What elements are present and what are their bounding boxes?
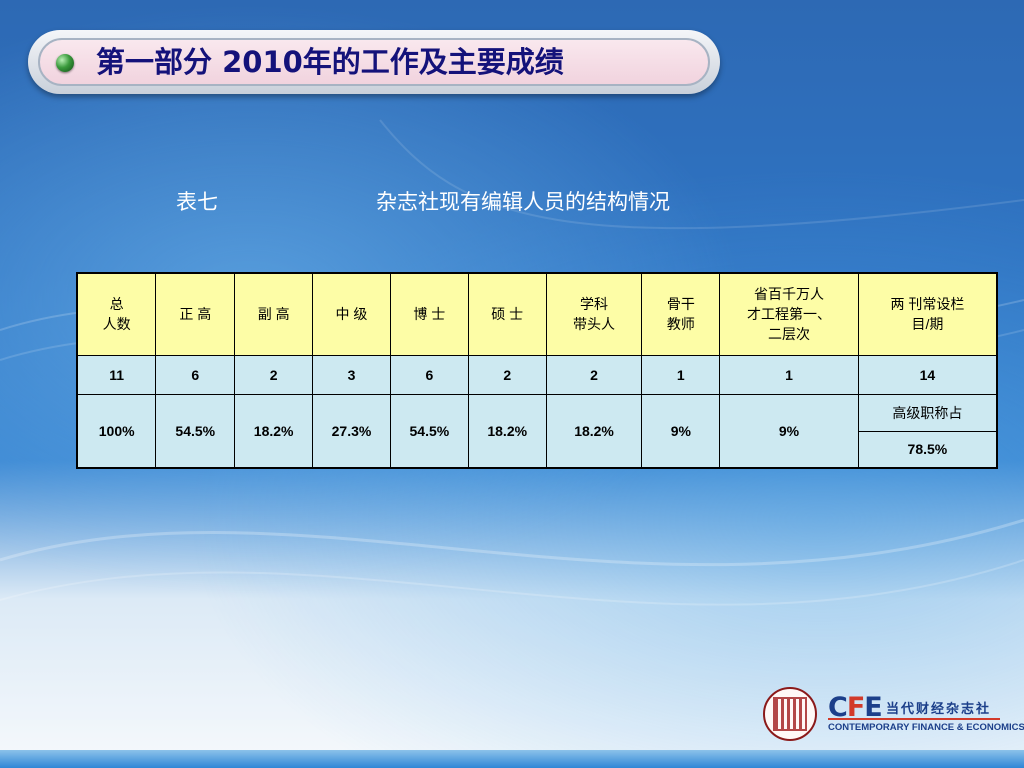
page-title: 第一部分 2010年的工作及主要成绩 <box>96 45 564 79</box>
table-cell: 18.2% <box>467 393 547 469</box>
university-seal-logo <box>763 687 817 741</box>
header-senior: 正 高 <box>155 272 236 356</box>
footer-band <box>0 750 1024 768</box>
table-row-counts: 11 6 2 3 6 2 2 1 1 14 <box>76 354 998 395</box>
header-backbone-teacher: 骨干 教师 <box>641 272 721 356</box>
table-cell: 18.2% <box>545 393 643 469</box>
header-columns: 两 刊常设栏 目/期 <box>857 272 998 356</box>
table-cell: 3 <box>312 354 391 395</box>
title-banner-inner <box>38 38 710 86</box>
cfe-logo: CFE <box>828 692 883 723</box>
table-cell: 2 <box>467 354 547 395</box>
senior-title-ratio-value: 78.5% <box>857 430 998 469</box>
table-cell: 100% <box>76 393 157 469</box>
table-cell: 18.2% <box>234 393 314 469</box>
header-master: 硕 士 <box>467 272 547 356</box>
table-cell: 14 <box>857 354 998 395</box>
table-cell: 6 <box>389 354 469 395</box>
table-cell: 1 <box>641 354 721 395</box>
header-talent-project: 省百千万人 才工程第一、 二层次 <box>719 272 859 356</box>
table-cell: 11 <box>76 354 157 395</box>
table-cell: 54.5% <box>155 393 236 469</box>
table-cell: 9% <box>719 393 859 469</box>
header-associate: 副 高 <box>234 272 314 356</box>
bullet-icon <box>56 54 74 72</box>
table-cell: 27.3% <box>312 393 391 469</box>
table-cell: 1 <box>719 354 859 395</box>
table-header-row: 总人数 正 高 副 高 中 级 博 士 硕 士 学科 带头人 骨干 教师 省百千万人… <box>76 272 998 356</box>
table-cell: 6 <box>155 354 236 395</box>
senior-title-ratio-label: 高级职称占 <box>857 393 998 432</box>
table-cell: 54.5% <box>389 393 469 469</box>
publisher-name-cn: 当代财经杂志社 <box>886 702 992 717</box>
table-cell: 2 <box>234 354 314 395</box>
header-total: 总人数 <box>76 272 157 356</box>
header-discipline-leader: 学科 带头人 <box>545 272 643 356</box>
table-cell: 2 <box>545 354 643 395</box>
table-row-percents: 100% 54.5% 18.2% 27.3% 54.5% 18.2% 18.2%… <box>76 393 998 469</box>
staff-structure-table: 总人数 正 高 副 高 中 级 博 士 硕 士 学科 带头人 骨干 教师 省百千万人… <box>76 272 998 469</box>
table-caption-label: 表七 <box>176 190 218 214</box>
table-cell: 9% <box>641 393 721 469</box>
table-row-percents-sub: 78.5% <box>77 430 998 469</box>
table-caption-title: 杂志社现有编辑人员的结构情况 <box>376 190 670 214</box>
logo-divider <box>828 718 1000 720</box>
header-phd: 博 士 <box>389 272 469 356</box>
publisher-name-en: CONTEMPORARY FINANCE & ECONOMICS <box>828 722 1024 733</box>
seal-emblem-icon <box>773 697 807 731</box>
header-intermediate: 中 级 <box>312 272 391 356</box>
